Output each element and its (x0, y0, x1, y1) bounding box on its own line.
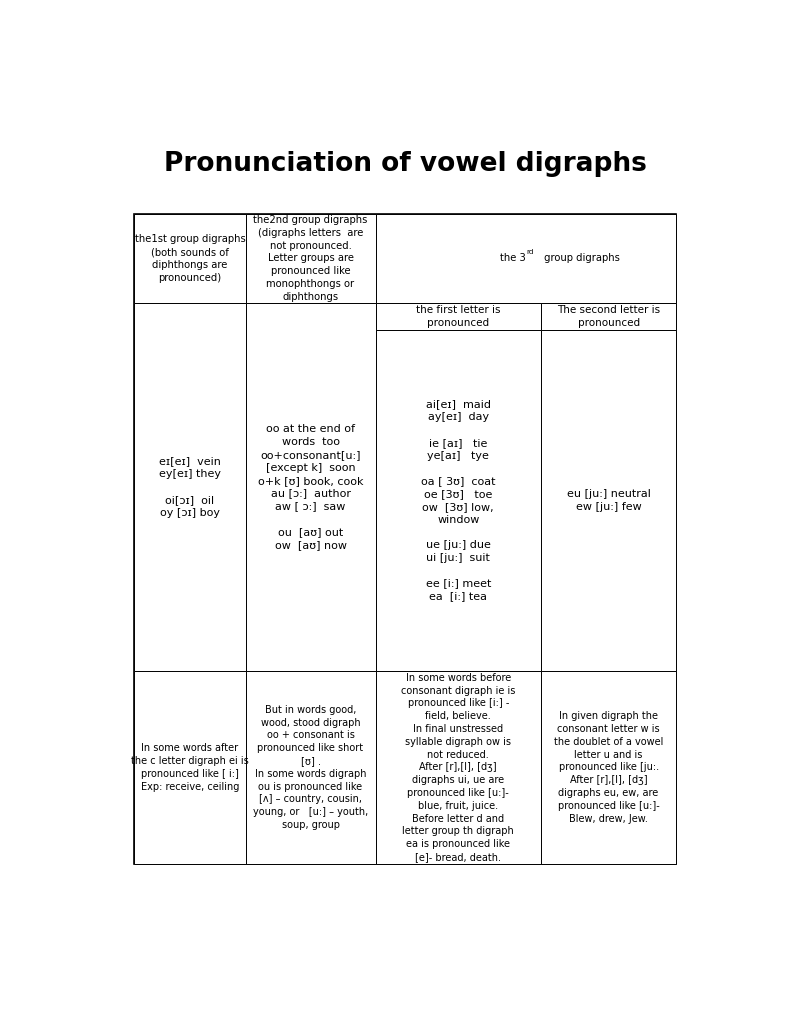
Text: the 3: the 3 (500, 253, 526, 263)
Bar (376, 671, 541, 864)
Bar (134, 303, 245, 671)
Text: eɪ[eɪ]  vein
ey[eɪ] they

oi[ɔɪ]  oil
oy [ɔɪ] boy: eɪ[eɪ] vein ey[eɪ] they oi[ɔɪ] oil oy [ɔ… (159, 457, 221, 518)
Text: In given digraph the
consonant letter w is
the doublet of a vowel
letter u and i: In given digraph the consonant letter w … (554, 712, 664, 823)
Text: the1st group digraphs
(both sounds of
diphthongs are
pronounced): the1st group digraphs (both sounds of di… (134, 234, 245, 283)
Text: In some words after
the c letter digraph ei is
pronounced like [ i:]
Exp: receiv: In some words after the c letter digraph… (131, 743, 249, 792)
Text: group digraphs: group digraphs (541, 253, 620, 263)
Bar (376, 214, 676, 303)
Text: the first letter is
pronounced: the first letter is pronounced (416, 305, 501, 328)
Bar (134, 671, 245, 864)
Text: oo at the end of
words  too
oo+consonant[u:]
[except k]  soon
o+k [ʊ] book, cook: oo at the end of words too oo+consonant[… (258, 425, 363, 550)
Text: Pronunciation of vowel digraphs: Pronunciation of vowel digraphs (164, 151, 647, 177)
Bar (245, 671, 376, 864)
Text: eu [ju:] neutral
ew [ju:] few: eu [ju:] neutral ew [ju:] few (566, 488, 650, 512)
Text: rd: rd (526, 249, 533, 255)
Bar (134, 214, 245, 303)
Bar (541, 303, 676, 330)
Bar (245, 214, 376, 303)
Text: ai[eɪ]  maid
ay[eɪ]  day

ie [aɪ]   tie
ye[aɪ]   tye

oa [ 3ʊ]  coat
oe [3ʊ]   t: ai[eɪ] maid ay[eɪ] day ie [aɪ] tie ye[aɪ… (421, 399, 495, 601)
Bar (245, 303, 376, 671)
Text: But in words good,
wood, stood digraph
oo + consonant is
pronounced like short
[: But in words good, wood, stood digraph o… (253, 705, 368, 830)
Text: The second letter is
pronounced: The second letter is pronounced (557, 305, 660, 328)
Bar (541, 330, 676, 671)
Bar (376, 330, 541, 671)
Bar (541, 671, 676, 864)
Text: the2nd group digraphs
(digraphs letters  are
not pronounced.
Letter groups are
p: the2nd group digraphs (digraphs letters … (253, 215, 368, 302)
Text: In some words before
consonant digraph ie is
pronounced like [i:] -
field, belie: In some words before consonant digraph i… (401, 673, 516, 862)
Bar (376, 303, 541, 330)
Bar (134, 214, 676, 864)
